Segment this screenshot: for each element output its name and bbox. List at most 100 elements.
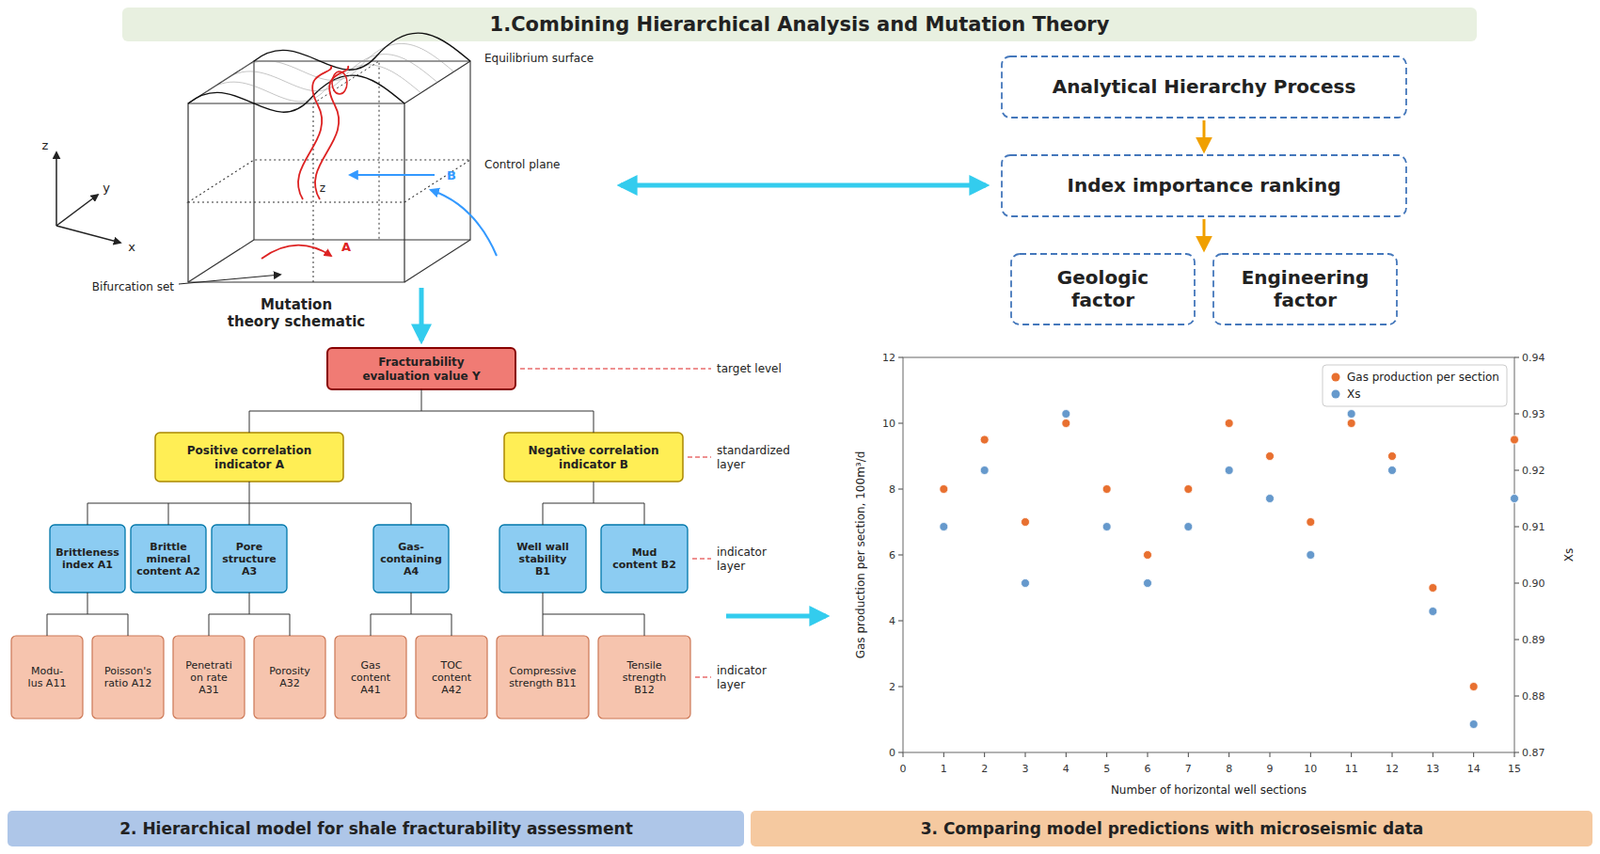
z-guide [313, 61, 380, 283]
label-line: Xs [1346, 387, 1361, 401]
scatter-point [1021, 579, 1030, 588]
label-line: theory schematic [227, 313, 365, 331]
label-line: 11 [1345, 762, 1359, 776]
label-line: 0.94 [1521, 351, 1546, 365]
label-line: Modu- [31, 665, 64, 678]
box-edge [188, 239, 254, 283]
link-arrow [620, 183, 986, 189]
label-line: 2. Hierarchical model for shale fractura… [119, 819, 634, 839]
level-guide [692, 558, 712, 560]
label-line: 2 [888, 681, 896, 694]
x-tick [1269, 752, 1271, 758]
connector [208, 614, 210, 636]
label-line: Negative correlation [527, 443, 659, 458]
x-tick [1473, 752, 1474, 758]
x-tick [1350, 752, 1352, 758]
legend-marker [1331, 373, 1341, 382]
box-label: Modu-lus A11 [28, 665, 67, 690]
label-line: mineral [145, 553, 191, 566]
control-plane-label: Control plane [484, 158, 560, 172]
connector [542, 614, 544, 636]
scatter-point [980, 435, 989, 444]
box-front [188, 103, 405, 283]
x-tick-label: 12 [1385, 762, 1399, 776]
box-label: TOCcontentA42 [431, 659, 473, 697]
scatter-point [1428, 584, 1438, 593]
label-line: Mutation [260, 296, 333, 314]
scatter-point [1306, 518, 1315, 527]
y-tick [898, 357, 903, 359]
label-line: Index importance ranking [1066, 174, 1341, 197]
label-line: index A1 [62, 558, 113, 571]
box-label: Brittlenessindex A1 [55, 546, 120, 571]
y-tick-label: 12 [882, 351, 896, 365]
label-line: 15 [1507, 762, 1521, 776]
box-label: Penetration rateA31 [185, 659, 233, 697]
sub-indicator-box [334, 635, 407, 719]
label-line: A31 [198, 683, 220, 697]
label-line: Penetrati [185, 659, 233, 672]
x-tick [1147, 752, 1149, 758]
label-line: 9 [1267, 762, 1274, 776]
y2-tick [1514, 526, 1520, 528]
target-box [327, 348, 516, 390]
label-line: z [319, 181, 326, 195]
surface-front [188, 75, 405, 112]
label-line: 0.92 [1521, 464, 1546, 477]
footer-right-bar [750, 810, 1593, 847]
ahp-label: Geologicfactor [1057, 266, 1149, 312]
y2-tick-label: 0.87 [1521, 746, 1546, 760]
label-line: 0.90 [1521, 577, 1546, 590]
b-arrow [349, 174, 435, 176]
y2-tick-label: 0.89 [1521, 633, 1546, 647]
footer-left: 2. Hierarchical model for shale fractura… [119, 819, 634, 839]
scatter-point [1224, 466, 1234, 476]
label-line: B1 [535, 565, 551, 578]
y2-tick-label: 0.90 [1521, 577, 1546, 590]
label-line: 4 [1062, 762, 1070, 776]
scatter-point [1266, 452, 1275, 461]
label-line: factor [1273, 288, 1337, 312]
label-line: content B2 [612, 558, 677, 571]
label-line: y [102, 180, 111, 195]
label-line: Control plane [484, 158, 560, 172]
ahp-box [1213, 253, 1397, 325]
y-tick [898, 752, 903, 754]
box-label: Mudcontent B2 [612, 546, 677, 571]
label-line: 6 [888, 549, 896, 562]
box-edge [404, 239, 471, 283]
label-line: Gas [361, 659, 381, 672]
label-line: 3. Comparing model predictions with micr… [920, 819, 1425, 839]
label-line: TOC [439, 659, 462, 672]
title: 1.Combining Hierarchical Analysis and Mu… [490, 13, 1110, 36]
legend-entry: Gas production per section [1346, 370, 1500, 384]
label-line: Xs [1562, 548, 1576, 562]
label-line: 1.Combining Hierarchical Analysis and Mu… [490, 13, 1110, 36]
scatter-point [1510, 494, 1520, 504]
level-label: target level [716, 362, 782, 376]
connector [644, 503, 646, 525]
ahp-box [1001, 155, 1407, 217]
box-label: Brittlemineralcontent A2 [136, 540, 201, 578]
triad-axis [56, 225, 121, 243]
x-tick [1392, 752, 1394, 758]
label-line: 1 [940, 762, 948, 776]
y2-tick [1514, 696, 1520, 698]
label-line: ratio A12 [104, 677, 152, 690]
label-line: Gas production per section [1346, 370, 1500, 384]
connector [249, 503, 251, 525]
label-line: A32 [279, 677, 301, 690]
label-line: content [431, 671, 473, 684]
label-line: A4 [403, 565, 420, 578]
scatter-point [1061, 410, 1071, 419]
fold-curve [315, 65, 349, 200]
box-label: Poisson'sratio A12 [104, 665, 152, 690]
x-tick [1188, 752, 1189, 758]
scatter-point [1469, 682, 1478, 692]
label-line: Porosity [269, 665, 311, 678]
sub-indicator-box [598, 635, 691, 719]
label-line: on rate [190, 671, 228, 684]
label-line: z [42, 138, 49, 153]
x-tick-label: 13 [1425, 762, 1440, 776]
connector [370, 614, 452, 616]
